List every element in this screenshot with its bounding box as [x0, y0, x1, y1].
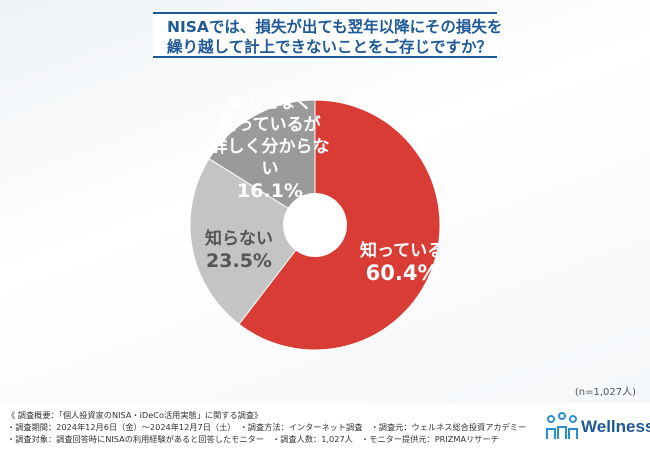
- slice-label-dont-know: 知らない 23.5%: [205, 229, 273, 272]
- note-line: ・調査期間：2024年12月6日（金）〜2024年12月7日（土） ・調査方法：…: [7, 422, 527, 432]
- question-title: NISAでは、損失が出ても翌年以降にその損失を 繰り越して計上できないことをご存…: [153, 12, 503, 58]
- survey-notes: 《 調査概要：「個人投資家のNISA・iDeCo活用実態」に関する調査》 ・調査…: [7, 409, 526, 445]
- wellness-logo: Wellness: [545, 411, 650, 443]
- note-line: 《 調査概要：「個人投資家のNISA・iDeCo活用実態」に関する調査》: [7, 410, 263, 420]
- pie-slice-1: [189, 157, 316, 325]
- sample-size: (n=1,027人): [574, 387, 636, 398]
- people-logo-icon: [546, 412, 578, 439]
- title-line-1: NISAでは、損失が出ても翌年以降にその損失を: [167, 18, 503, 36]
- logo-name: Wellness: [581, 417, 650, 436]
- slice-label-vaguely: なんとなく 知っているが 詳しく分からない 16.1%: [210, 93, 330, 202]
- donut-hole: [283, 193, 347, 257]
- note-line: ・調査対象：調査回答時にNISAの利用経験があると回答したモニター ・調査人数：…: [7, 434, 499, 444]
- slice-label-know: 知っている 60.4%: [360, 241, 445, 285]
- pie-slice-2: [208, 99, 316, 226]
- footer: 《 調査概要：「個人投資家のNISA・iDeCo活用実態」に関する調査》 ・調査…: [0, 403, 650, 450]
- title-line-2: 繰り越して計上できないことをご存じですか？: [167, 38, 493, 56]
